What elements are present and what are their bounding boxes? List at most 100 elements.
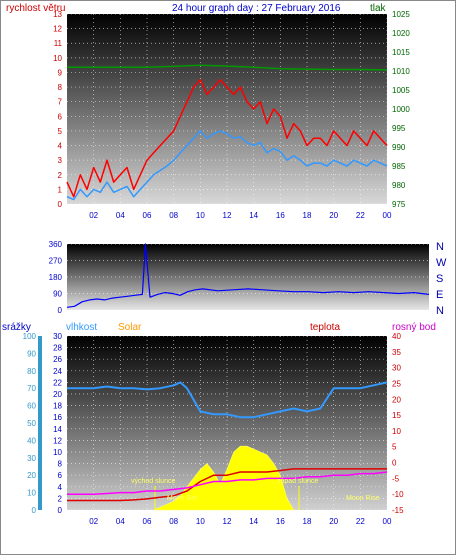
humidity-tick-label: 18 [53,402,62,411]
humidity-tick-label: 12 [53,436,62,445]
temperature-tick-label: 5 [392,443,397,452]
sunset-label: západ slunce [277,478,318,485]
wind-tick-label: 1 [58,185,63,194]
humidity-tick-label: 2 [58,494,63,503]
pressure-tick-label: 980 [392,181,406,190]
direction-tick-label: 180 [49,273,63,282]
rain-tick-label: 90 [27,349,36,358]
wind-tick-label: 9 [58,68,63,77]
dir-letter-e: E [436,289,443,301]
wind-tick-label: 7 [58,98,63,107]
humidity-axis-title: vlhkost [66,322,97,333]
pressure-tick-label: 985 [392,162,406,171]
dewpoint-line [67,471,388,495]
solar-title: Solar [118,322,142,333]
rain-tick-label: 80 [27,367,36,376]
dir-letter-n-top: N [436,241,444,253]
temp-x-tick-label: 18 [303,517,312,526]
temp-x-tick-label: 16 [276,517,285,526]
gust-line [66,79,388,198]
wind-x-tick-label: 16 [276,211,285,220]
pressure-tick-label: 1005 [392,86,410,95]
rain-tick-label: 70 [27,384,36,393]
pressure-tick-label: 1000 [392,105,410,114]
humidity-tick-label: 4 [58,483,63,492]
temperature-tick-label: 40 [392,332,401,341]
temp-x-tick-label: 10 [196,517,205,526]
temp-x-tick-label: 00 [383,517,392,526]
direction-tick-label: 0 [58,306,63,315]
temp-x-tick-label: 22 [356,517,365,526]
humidity-tick-label: 22 [53,378,62,387]
dir-letter-w: W [436,257,447,269]
pressure-tick-label: 990 [392,143,406,152]
rain-tick-label: 10 [27,489,36,498]
temperature-tick-label: 10 [392,427,401,436]
humidity-tick-label: 28 [53,344,62,353]
temp-x-tick-label: 08 [169,517,178,526]
wind-x-tick-label: 00 [383,211,392,220]
wind-x-tick-label: 22 [356,211,365,220]
humidity-tick-label: 0 [58,506,63,515]
direction-line [66,243,430,308]
humidity-tick-label: 14 [53,425,62,434]
temp-x-tick-label: 04 [116,517,125,526]
direction-tick-label: 270 [49,257,63,266]
humidity-tick-label: 24 [53,367,62,376]
pressure-tick-label: 995 [392,124,406,133]
humidity-tick-label: 30 [53,332,62,341]
temperature-tick-label: 35 [392,348,401,357]
sunrise-label: východ slunce [131,478,175,485]
wind-x-tick-label: 12 [223,211,232,220]
pressure-tick-label: 1010 [392,67,410,76]
wind-x-tick-label: 14 [249,211,258,220]
wind-axis-title: rychlost větru [6,3,65,14]
humidity-tick-label: 16 [53,413,62,422]
wind-tick-label: 11 [54,39,63,48]
rain-tick-label: 30 [27,454,36,463]
humidity-tick-label: 6 [58,471,63,480]
temperature-tick-label: 30 [392,364,401,373]
pressure-tick-label: 1015 [392,48,410,57]
temp-x-tick-label: 20 [329,517,338,526]
wind-x-tick-label: 08 [169,211,178,220]
temperature-tick-label: 15 [392,411,401,420]
labels-layer: 0123456789101112139759809859909951000100… [23,10,411,526]
dewpoint-title: rosný bod [392,322,436,333]
rain-tick-label: 100 [23,332,37,341]
wind-tick-label: 5 [58,127,63,136]
humidity-tick-label: 10 [53,448,62,457]
direction-tick-label: 360 [49,240,63,249]
wind-tick-label: 10 [53,54,62,63]
wind-tick-label: 8 [58,83,63,92]
rain-tick-label: 50 [27,419,36,428]
graph-title: 24 hour graph day : 27 February 2016 [172,3,341,14]
marks-layer [66,64,430,511]
wind-x-tick-label: 18 [303,211,312,220]
pressure-tick-label: 1020 [392,29,410,38]
wind-x-tick-label: 10 [196,211,205,220]
wind-tick-label: 3 [58,156,63,165]
wind-tick-label: 0 [58,200,63,209]
wind-tick-label: 4 [58,142,63,151]
wind-panel-bg [67,14,387,204]
pressure-tick-label: 1025 [392,10,410,19]
direction-tick-label: 90 [53,290,62,299]
pressure-axis-title: tlak [370,3,387,14]
rain-axis-title: srážky [2,322,31,333]
rain-axis-bar [38,336,42,510]
temperature-tick-label: -10 [392,490,404,499]
humidity-line [67,381,388,419]
moonset-label: Moon Set [167,495,197,502]
temp-x-tick-label: 06 [143,517,152,526]
solar-area [153,445,295,511]
rain-tick-label: 40 [27,436,36,445]
wind-average-line [66,130,388,201]
wind-tick-label: 13 [53,10,62,19]
temperature-tick-label: 25 [392,379,401,388]
wind-tick-label: 6 [58,112,63,121]
temperature-tick-label: -15 [392,506,404,515]
wind-x-tick-label: 06 [143,211,152,220]
